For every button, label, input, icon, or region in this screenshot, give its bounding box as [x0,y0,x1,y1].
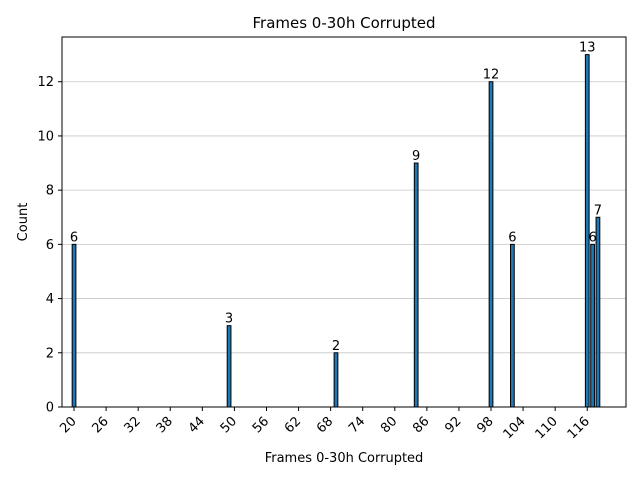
x-tick-label: 116 [565,414,593,442]
y-tick-label: 10 [37,129,54,144]
bar-value-label: 7 [594,203,602,218]
bars [71,54,601,408]
x-tick-label: 92 [442,414,464,436]
x-tick-label: 32 [122,414,144,436]
bar-value-label: 3 [225,312,233,327]
x-tick-label: 38 [154,414,176,436]
bar [595,216,601,408]
bar-value-label: 9 [412,149,420,164]
chart-title: Frames 0-30h Corrupted [252,14,435,32]
y-tick-label: 0 [46,401,54,416]
bar-value-label: 13 [579,41,596,56]
x-tick-label: 86 [410,414,432,436]
x-axis-ticks: 20 26 32 38 44 50 56 62 68 74 80 86 92 98 104 110 116 [57,407,593,442]
y-axis-ticks: 0 2 4 6 8 10 12 [37,75,62,416]
x-tick-label: 50 [218,414,240,436]
y-tick-label: 2 [46,346,54,361]
bar-value-label: 2 [332,339,340,354]
x-tick-label: 110 [533,414,561,442]
y-tick-label: 4 [46,292,54,307]
x-tick-label: 62 [282,414,304,436]
bar [226,325,232,408]
x-tick-label: 56 [250,414,272,436]
y-tick-label: 12 [37,75,54,90]
bar [590,243,595,408]
bar [413,162,419,408]
x-tick-label: 26 [89,414,111,436]
x-tick-label: 68 [314,414,336,436]
bar-value-label: 12 [483,68,500,83]
x-tick-label: 98 [474,414,496,436]
y-axis-label: Count [16,203,31,242]
bar-value-label: 6 [508,230,516,245]
x-tick-label: 44 [186,414,208,436]
bar [333,352,339,408]
x-tick-label: 20 [57,414,79,436]
bar-value-label: 6 [588,230,596,245]
bar-value-label: 6 [70,230,78,245]
x-tick-label: 104 [501,414,529,442]
y-tick-label: 8 [46,184,54,199]
bar-labels: 6 3 2 9 12 6 13 6 7 [70,41,602,354]
bar [488,81,494,408]
bar [510,243,515,408]
x-tick-label: 80 [378,414,400,436]
x-axis-label: Frames 0-30h Corrupted [265,451,424,466]
x-tick-label: 74 [346,414,368,436]
plot-frame [61,36,627,408]
grid-lines [62,81,626,408]
bar [71,243,77,408]
y-tick-label: 6 [46,238,54,253]
